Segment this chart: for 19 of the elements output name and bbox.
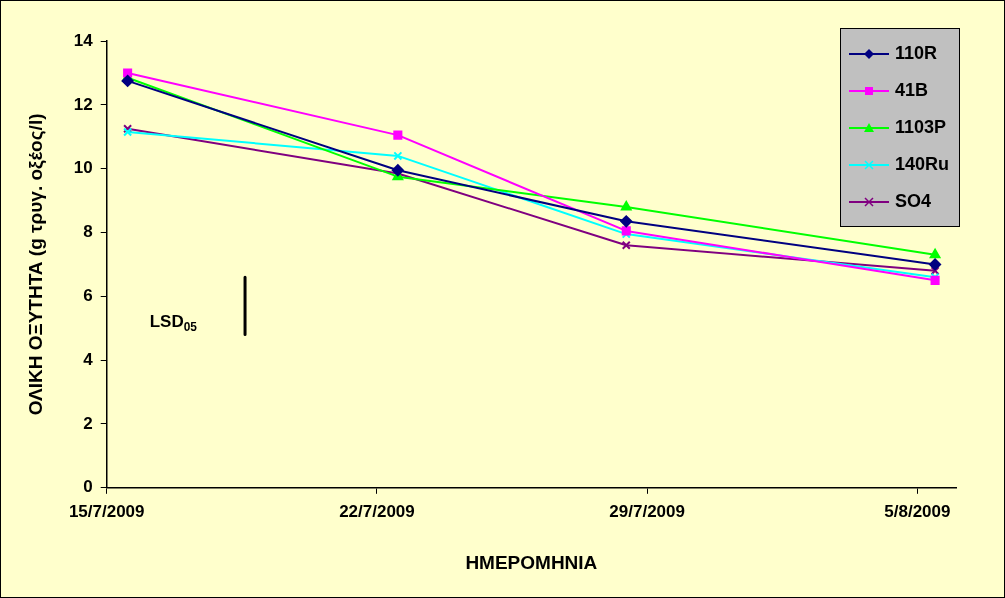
x-tick-label: 15/7/2009 (68, 501, 145, 521)
legend-label: 140Ru (894, 154, 949, 175)
y-tick-label: 6 (83, 286, 93, 305)
y-tick-label: 10 (73, 158, 93, 178)
legend-label: 1103P (894, 117, 947, 138)
y-tick-label: 0 (83, 477, 93, 497)
legend-label: 41B (894, 80, 928, 101)
legend-label: SO4 (894, 191, 931, 212)
y-tick-label: 14 (73, 30, 94, 50)
x-tick-label: 5/8/2009 (884, 501, 951, 521)
x-axis-title: ΗΜΕΡΟΜΗΝΙΑ (465, 551, 598, 573)
legend-label: 110R (894, 43, 938, 64)
y-tick-label: 4 (83, 349, 94, 369)
y-axis-title: ΟΛΙΚΗ ΟΞΥΤΗΤΑ (g τρυγ. οξέος/l) (24, 113, 47, 416)
y-tick-label: 2 (83, 413, 93, 433)
y-tick-label: 8 (83, 222, 93, 242)
x-tick-label: 22/7/2009 (339, 501, 415, 521)
x-tick-label: 29/7/2009 (609, 501, 685, 521)
y-tick-label: 12 (73, 94, 93, 114)
